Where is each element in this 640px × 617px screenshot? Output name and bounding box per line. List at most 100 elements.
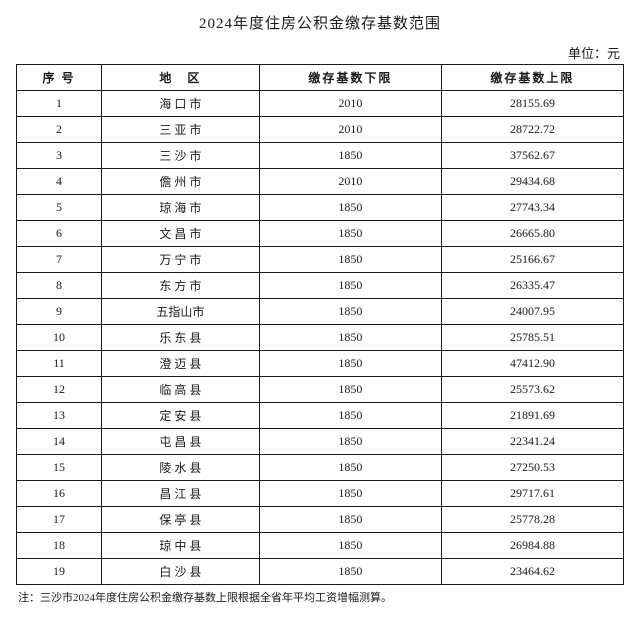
table-cell: 47412.90: [441, 351, 623, 377]
table-cell: 万 宁 市: [101, 247, 259, 273]
table-cell: 东 方 市: [101, 273, 259, 299]
table-cell: 16: [17, 481, 102, 507]
table-cell: 白 沙 县: [101, 559, 259, 585]
table-cell: 1850: [259, 247, 441, 273]
table-cell: 26984.88: [441, 533, 623, 559]
table-cell: 29717.61: [441, 481, 623, 507]
table-cell: 8: [17, 273, 102, 299]
table-row: 3三 沙 市185037562.67: [17, 143, 624, 169]
table-cell: 25166.67: [441, 247, 623, 273]
table-cell: 1850: [259, 377, 441, 403]
table-cell: 定 安 县: [101, 403, 259, 429]
table-cell: 6: [17, 221, 102, 247]
col-header-seq: 序 号: [17, 65, 102, 91]
table-cell: 2010: [259, 91, 441, 117]
table-cell: 文 昌 市: [101, 221, 259, 247]
table-cell: 13: [17, 403, 102, 429]
data-table: 序 号 地 区 缴存基数下限 缴存基数上限 1海 口 市201028155.69…: [16, 64, 624, 585]
table-cell: 26335.47: [441, 273, 623, 299]
table-cell: 10: [17, 325, 102, 351]
table-cell: 9: [17, 299, 102, 325]
table-cell: 22341.24: [441, 429, 623, 455]
col-header-area: 地 区: [101, 65, 259, 91]
table-cell: 1850: [259, 481, 441, 507]
table-cell: 2010: [259, 169, 441, 195]
table-cell: 屯 昌 县: [101, 429, 259, 455]
table-cell: 25778.28: [441, 507, 623, 533]
table-cell: 1850: [259, 351, 441, 377]
table-cell: 海 口 市: [101, 91, 259, 117]
table-cell: 昌 江 县: [101, 481, 259, 507]
table-cell: 澄 迈 县: [101, 351, 259, 377]
table-cell: 37562.67: [441, 143, 623, 169]
table-cell: 1850: [259, 429, 441, 455]
table-cell: 4: [17, 169, 102, 195]
table-row: 9五指山市185024007.95: [17, 299, 624, 325]
table-cell: 11: [17, 351, 102, 377]
table-row: 16昌 江 县185029717.61: [17, 481, 624, 507]
table-cell: 5: [17, 195, 102, 221]
table-cell: 1850: [259, 299, 441, 325]
table-row: 1海 口 市201028155.69: [17, 91, 624, 117]
table-row: 15陵 水 县185027250.53: [17, 455, 624, 481]
table-row: 10乐 东 县185025785.51: [17, 325, 624, 351]
unit-label: 单位：元: [16, 43, 624, 62]
table-row: 6文 昌 市185026665.80: [17, 221, 624, 247]
table-row: 14屯 昌 县185022341.24: [17, 429, 624, 455]
table-cell: 27743.34: [441, 195, 623, 221]
table-row: 12临 高 县185025573.62: [17, 377, 624, 403]
table-row: 2三 亚 市201028722.72: [17, 117, 624, 143]
table-cell: 1850: [259, 195, 441, 221]
table-cell: 1850: [259, 221, 441, 247]
table-row: 5琼 海 市185027743.34: [17, 195, 624, 221]
table-cell: 17: [17, 507, 102, 533]
page-title: 2024年度住房公积金缴存基数范围: [16, 12, 624, 33]
table-cell: 27250.53: [441, 455, 623, 481]
table-header-row: 序 号 地 区 缴存基数下限 缴存基数上限: [17, 65, 624, 91]
table-cell: 1850: [259, 533, 441, 559]
table-cell: 25573.62: [441, 377, 623, 403]
table-cell: 28722.72: [441, 117, 623, 143]
table-row: 17保 亭 县185025778.28: [17, 507, 624, 533]
table-row: 8东 方 市185026335.47: [17, 273, 624, 299]
table-note: 注：三沙市2024年度住房公积金缴存基数上限根据全省年平均工资增幅测算。: [16, 589, 624, 605]
table-row: 7万 宁 市185025166.67: [17, 247, 624, 273]
table-cell: 1850: [259, 325, 441, 351]
table-row: 11澄 迈 县185047412.90: [17, 351, 624, 377]
table-cell: 2: [17, 117, 102, 143]
table-cell: 儋 州 市: [101, 169, 259, 195]
table-cell: 18: [17, 533, 102, 559]
table-cell: 1850: [259, 403, 441, 429]
table-cell: 1850: [259, 507, 441, 533]
table-cell: 1850: [259, 273, 441, 299]
table-cell: 21891.69: [441, 403, 623, 429]
table-cell: 三 沙 市: [101, 143, 259, 169]
table-cell: 临 高 县: [101, 377, 259, 403]
table-cell: 14: [17, 429, 102, 455]
table-cell: 7: [17, 247, 102, 273]
table-cell: 琼 中 县: [101, 533, 259, 559]
table-cell: 保 亭 县: [101, 507, 259, 533]
table-cell: 乐 东 县: [101, 325, 259, 351]
table-cell: 1850: [259, 455, 441, 481]
table-cell: 陵 水 县: [101, 455, 259, 481]
table-cell: 三 亚 市: [101, 117, 259, 143]
table-cell: 2010: [259, 117, 441, 143]
table-cell: 3: [17, 143, 102, 169]
table-row: 13定 安 县185021891.69: [17, 403, 624, 429]
table-cell: 1850: [259, 143, 441, 169]
table-cell: 26665.80: [441, 221, 623, 247]
table-cell: 琼 海 市: [101, 195, 259, 221]
table-cell: 24007.95: [441, 299, 623, 325]
table-row: 19白 沙 县185023464.62: [17, 559, 624, 585]
table-cell: 五指山市: [101, 299, 259, 325]
table-cell: 1850: [259, 559, 441, 585]
table-cell: 1: [17, 91, 102, 117]
table-cell: 19: [17, 559, 102, 585]
table-cell: 12: [17, 377, 102, 403]
table-cell: 29434.68: [441, 169, 623, 195]
table-row: 18琼 中 县185026984.88: [17, 533, 624, 559]
col-header-upper: 缴存基数上限: [441, 65, 623, 91]
table-cell: 15: [17, 455, 102, 481]
table-cell: 25785.51: [441, 325, 623, 351]
